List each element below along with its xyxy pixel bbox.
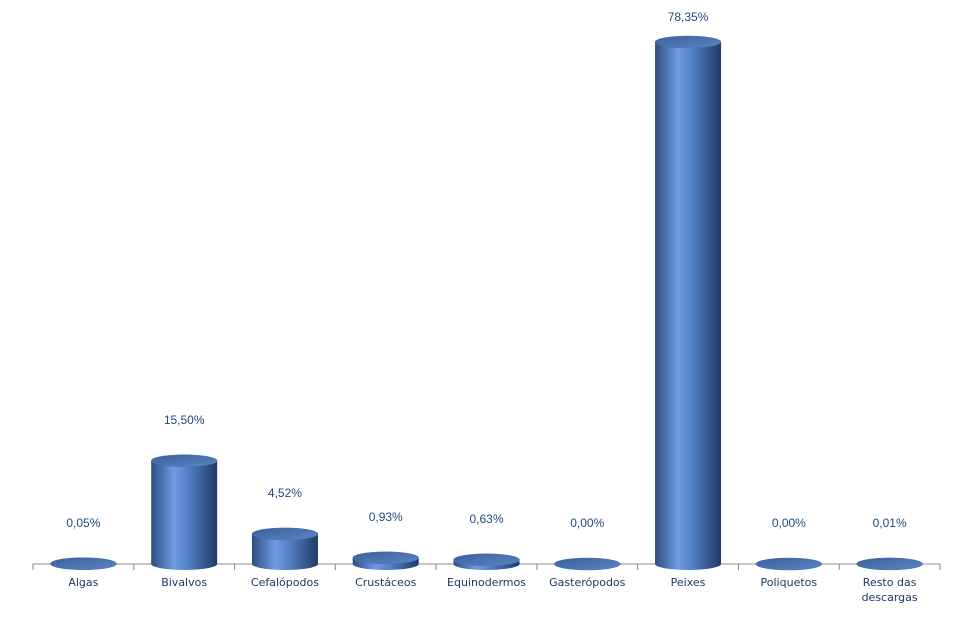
- bar: [251, 527, 319, 570]
- data-label: 0,63%: [469, 512, 503, 526]
- x-tick-label: Bivalvos: [161, 576, 208, 589]
- data-label: 0,01%: [873, 516, 907, 530]
- x-tick-label: Resto das descargas: [861, 576, 918, 604]
- x-tick-label: Poliquetos: [760, 576, 818, 589]
- bar-top: [554, 557, 621, 571]
- bar: [453, 553, 520, 570]
- bar-top: [654, 35, 722, 49]
- data-label: 0,93%: [369, 510, 403, 524]
- bar-base: [151, 558, 218, 570]
- bar: [654, 35, 722, 570]
- x-tick-label: Peixes: [670, 576, 706, 589]
- bar-base: [655, 558, 722, 570]
- bar-base: [251, 558, 318, 570]
- data-label: 0,00%: [570, 516, 604, 530]
- bar: [755, 557, 823, 571]
- bar-top: [856, 557, 923, 571]
- bar-top: [251, 527, 319, 541]
- x-tick-label: Equinodermos: [447, 576, 526, 589]
- bar: [150, 454, 218, 570]
- x-tick-label: Gasterópodos: [549, 576, 626, 589]
- bar-top: [150, 454, 218, 467]
- x-tick-label: Cefalópodos: [250, 576, 319, 589]
- bar-top: [453, 553, 520, 567]
- x-tick-label: Crustáceos: [355, 576, 417, 589]
- x-tick-label: Algas: [68, 576, 99, 589]
- bar-body: [151, 460, 218, 564]
- bar: [50, 557, 117, 570]
- data-label: 0,05%: [66, 516, 100, 530]
- data-label: 0,00%: [772, 516, 806, 530]
- bar-top: [50, 557, 117, 570]
- bar: [352, 551, 419, 570]
- bar-top: [352, 551, 419, 565]
- data-label: 15,50%: [164, 413, 205, 427]
- data-label: 4,52%: [268, 486, 302, 500]
- bar-top: [755, 557, 823, 571]
- bar: [554, 557, 621, 571]
- bar: [856, 557, 923, 571]
- bar-body: [655, 42, 722, 564]
- data-label: 78,35%: [668, 10, 709, 24]
